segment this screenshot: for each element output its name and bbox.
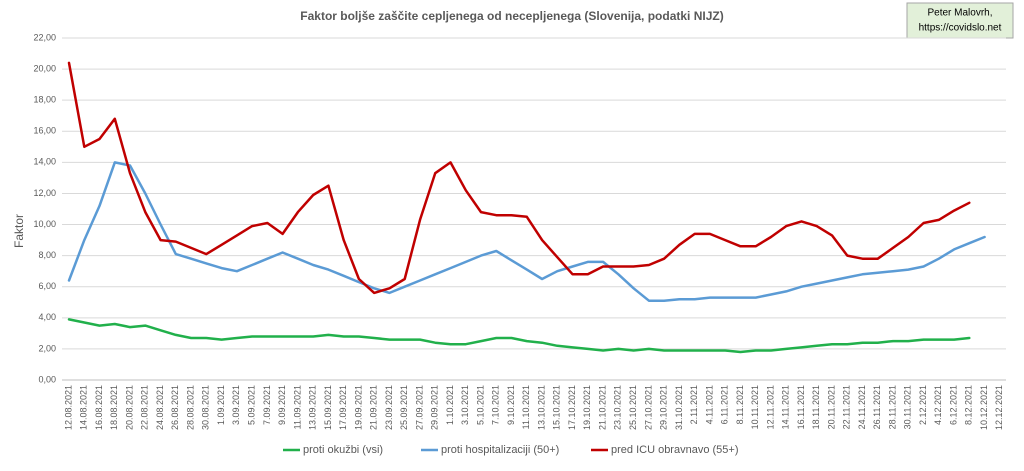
x-tick-label: 6.12.2021 (948, 385, 958, 425)
x-tick-label: 16.08.2021 (94, 385, 104, 430)
x-tick-label: 15.09.2021 (323, 385, 333, 430)
x-tick-label: 10.12.2021 (979, 385, 989, 430)
x-tick-label: 11.10.2021 (521, 385, 531, 429)
x-tick-label: 29.10.2021 (659, 385, 669, 430)
x-tick-label: 26.11.2021 (872, 385, 882, 429)
x-tick-label: 11.09.2021 (292, 385, 302, 429)
x-tick-label: 12.11.2021 (765, 385, 775, 429)
x-tick-label: 22.11.2021 (842, 385, 852, 429)
x-tick-label: 9.09.2021 (277, 385, 287, 425)
x-tick-label: 22.08.2021 (140, 385, 150, 430)
legend-label: proti okužbi (vsi) (303, 444, 383, 456)
x-tick-label: 23.10.2021 (613, 385, 623, 430)
x-tick-label: 12.08.2021 (63, 385, 73, 430)
x-tick-label: 12.12.2021 (994, 385, 1004, 430)
x-tick-label: 20.08.2021 (124, 385, 134, 430)
series-line (67, 161, 986, 302)
x-tick-label: 27.09.2021 (414, 385, 424, 430)
y-tick-label: 16,00 (33, 126, 56, 136)
y-tick-label: 22,00 (33, 32, 56, 42)
x-tick-label: 25.10.2021 (628, 385, 638, 430)
x-tick-label: 18.11.2021 (811, 385, 821, 429)
x-tick-label: 20.11.2021 (826, 385, 836, 429)
x-tick-label: 1.10.2021 (445, 385, 455, 425)
x-tick-label: 28.08.2021 (185, 385, 195, 430)
x-tick-label: 16.11.2021 (796, 385, 806, 429)
credit-line: https://covidslo.net (919, 23, 1002, 34)
x-tick-label: 1.09.2021 (216, 385, 226, 425)
x-tick-label: 5.09.2021 (246, 385, 256, 425)
x-tick-label: 8.12.2021 (964, 385, 974, 425)
x-tick-label: 19.09.2021 (353, 385, 363, 430)
x-tick-label: 21.10.2021 (597, 385, 607, 430)
x-tick-label: 27.10.2021 (643, 385, 653, 430)
x-tick-label: 31.10.2021 (674, 385, 684, 430)
x-tick-label: 2.12.2021 (918, 385, 928, 425)
x-tick-label: 19.10.2021 (582, 385, 592, 430)
y-tick-label: 12,00 (33, 188, 56, 198)
x-tick-label: 14.08.2021 (79, 385, 89, 430)
x-tick-label: 4.12.2021 (933, 385, 943, 425)
y-tick-label: 2,00 (38, 343, 56, 353)
x-tick-label: 21.09.2021 (369, 385, 379, 430)
x-tick-label: 3.09.2021 (231, 385, 241, 425)
credit-box (906, 2, 1014, 39)
x-tick-label: 4.11.2021 (704, 385, 714, 424)
y-tick-label: 6,00 (38, 281, 56, 291)
x-tick-label: 24.11.2021 (857, 385, 867, 429)
x-tick-label: 7.09.2021 (262, 385, 272, 425)
y-tick-label: 14,00 (33, 157, 56, 167)
x-tick-label: 28.11.2021 (887, 385, 897, 429)
x-tick-label: 30.11.2021 (903, 385, 913, 429)
x-tick-label: 8.11.2021 (735, 385, 745, 424)
chart-title: Faktor boljše zaščite cepljenega od nece… (300, 9, 723, 23)
x-tick-label: 24.08.2021 (155, 385, 165, 430)
x-tick-label: 29.09.2021 (430, 385, 440, 430)
x-tick-label: 13.09.2021 (308, 385, 318, 430)
series-line (67, 61, 971, 295)
x-tick-label: 14.11.2021 (781, 385, 791, 429)
series-line (67, 318, 971, 354)
x-tick-label: 10.11.2021 (750, 385, 760, 429)
x-tick-label: 3.10.2021 (460, 385, 470, 425)
y-tick-label: 20,00 (33, 63, 56, 73)
y-tick-label: 8,00 (38, 250, 56, 260)
y-tick-label: 18,00 (33, 95, 56, 105)
x-tick-label: 13.10.2021 (536, 385, 546, 430)
y-tick-label: 0,00 (38, 374, 56, 384)
x-tick-label: 5.10.2021 (475, 385, 485, 425)
x-tick-label: 26.08.2021 (170, 385, 180, 430)
y-axis-label: Faktor (12, 214, 26, 248)
credit-line: Peter Malovrh, (927, 8, 992, 19)
legend-label: proti hospitalizaciji (50+) (441, 444, 559, 456)
x-tick-label: 30.08.2021 (201, 385, 211, 430)
x-tick-label: 25.09.2021 (399, 385, 409, 430)
x-tick-label: 17.09.2021 (338, 385, 348, 430)
x-tick-label: 9.10.2021 (506, 385, 516, 425)
x-tick-label: 17.10.2021 (567, 385, 577, 430)
x-tick-label: 2.11.2021 (689, 385, 699, 424)
x-tick-label: 18.08.2021 (109, 385, 119, 430)
y-tick-label: 10,00 (33, 219, 56, 229)
legend-label: pred ICU obravnavo (55+) (611, 444, 738, 456)
y-tick-label: 4,00 (38, 312, 56, 322)
x-tick-label: 6.11.2021 (720, 385, 730, 424)
x-tick-label: 23.09.2021 (384, 385, 394, 430)
x-tick-label: 15.10.2021 (552, 385, 562, 430)
x-tick-label: 7.10.2021 (491, 385, 501, 425)
